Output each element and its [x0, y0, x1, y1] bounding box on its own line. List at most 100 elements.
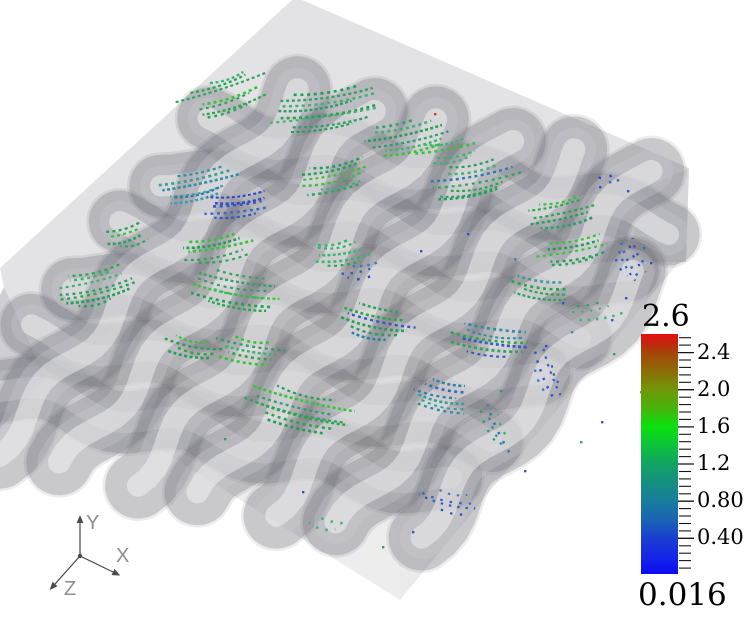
- tracer-row: [464, 322, 526, 334]
- fiber-tow: [0, 56, 331, 489]
- tracer-speckle: [420, 250, 423, 253]
- tracer-row: [216, 354, 269, 367]
- fiber-tow: [187, 97, 690, 255]
- tracer-row: [207, 299, 267, 313]
- tracer-row: [313, 238, 350, 247]
- tracer-row: [466, 328, 525, 340]
- tracer-speckle: [611, 319, 614, 322]
- tracer-row: [256, 401, 349, 427]
- tracer-row: [433, 485, 468, 497]
- axis-x-line: [79, 555, 114, 573]
- fiber-tow: [300, 135, 687, 558]
- tracer-row: [530, 210, 589, 226]
- tracer-row: [107, 227, 140, 239]
- tracer-row: [438, 187, 498, 201]
- tracer-speckle: [412, 531, 415, 534]
- fiber-tow: [0, 366, 472, 503]
- fiber-tow: [399, 249, 655, 560]
- fiber-tow: [164, 108, 546, 526]
- tracer-speckle: [302, 491, 305, 494]
- tracer-row: [196, 91, 250, 112]
- tracer-row: [533, 364, 546, 392]
- tracer-row: [212, 287, 266, 300]
- tracer-row: [174, 72, 266, 104]
- box-front-right-face: [395, 168, 689, 600]
- tracer-speckle: [627, 190, 630, 193]
- tracer-row: [107, 233, 142, 246]
- fiber-tow: [197, 107, 680, 246]
- tracer-speckle: [524, 470, 527, 473]
- tracer-speckle: [580, 441, 583, 444]
- fiber-tow: [0, 53, 333, 492]
- axes-arrows: [49, 515, 121, 590]
- axis-y-arrowhead-icon: [76, 515, 84, 523]
- axis-y-label: Y: [86, 512, 100, 534]
- tracer-row: [59, 281, 136, 301]
- tracer-speckle: [647, 352, 650, 355]
- tracer-row: [301, 161, 361, 176]
- tracer-row: [416, 392, 465, 406]
- tracer-row: [532, 242, 608, 258]
- tracer-row: [540, 215, 595, 230]
- fiber-tow: [177, 87, 700, 266]
- tracer-row: [190, 291, 273, 309]
- fiber-tow: [105, 86, 469, 519]
- fiber-tow: [0, 67, 320, 478]
- tracer-speckle: [500, 390, 503, 393]
- fiber-tow: [386, 235, 669, 573]
- tracer-row: [215, 337, 286, 352]
- tracer-row: [232, 333, 273, 345]
- axis-z-line: [54, 555, 81, 585]
- tracer-row: [291, 115, 371, 129]
- tracer-row: [188, 73, 246, 95]
- tracer-speckle: [382, 546, 385, 549]
- tracer-row: [347, 323, 398, 337]
- tracer-row: [309, 155, 363, 170]
- tracer-row: [521, 286, 568, 296]
- tracer-speckle: [654, 376, 657, 379]
- tracer-speckle: [545, 345, 548, 348]
- fiber-tow: [0, 353, 485, 517]
- tracer-row: [466, 350, 506, 358]
- tracer-row: [546, 232, 601, 245]
- fiber-tow: [388, 237, 666, 571]
- tracer-speckle: [599, 186, 602, 189]
- fiber-tow: [37, 89, 397, 484]
- fiber-tow: [174, 84, 703, 268]
- tracer-row: [327, 260, 361, 267]
- fiber-tow: [302, 138, 685, 556]
- tracer-row: [278, 99, 352, 113]
- tracer-row: [288, 122, 353, 134]
- fiber-tow: [61, 273, 551, 390]
- tracer-speckle: [562, 302, 565, 305]
- tracer-speckle: [640, 391, 643, 394]
- fiber-tow: [129, 149, 659, 307]
- fiber-tow: [23, 75, 411, 498]
- tracer-row: [347, 311, 416, 329]
- tracer-row: [432, 377, 465, 388]
- fiber-tow: [314, 149, 674, 544]
- tracer-row: [344, 306, 405, 322]
- tracer-row: [58, 272, 122, 290]
- axis-x-label: X: [116, 545, 130, 567]
- tracer-row: [448, 330, 528, 345]
- tracer-row: [435, 149, 476, 160]
- tracer-row: [222, 344, 277, 357]
- tracer-row: [164, 337, 225, 351]
- tracer-row: [298, 171, 362, 188]
- tracer-row: [208, 70, 244, 85]
- tracer-row: [440, 185, 498, 198]
- tracer-row: [319, 248, 362, 257]
- fiber-tow: [0, 78, 309, 467]
- fiber-tow: [127, 147, 662, 310]
- tracer-row: [450, 340, 523, 354]
- tracer-row: [631, 237, 649, 267]
- fiber-tow: [410, 259, 644, 549]
- tracer-speckle: [625, 297, 628, 300]
- tracer-row: [550, 360, 563, 388]
- tracer-speckle: [571, 331, 574, 334]
- tracer-row: [320, 179, 361, 191]
- fiber-tow: [0, 356, 483, 514]
